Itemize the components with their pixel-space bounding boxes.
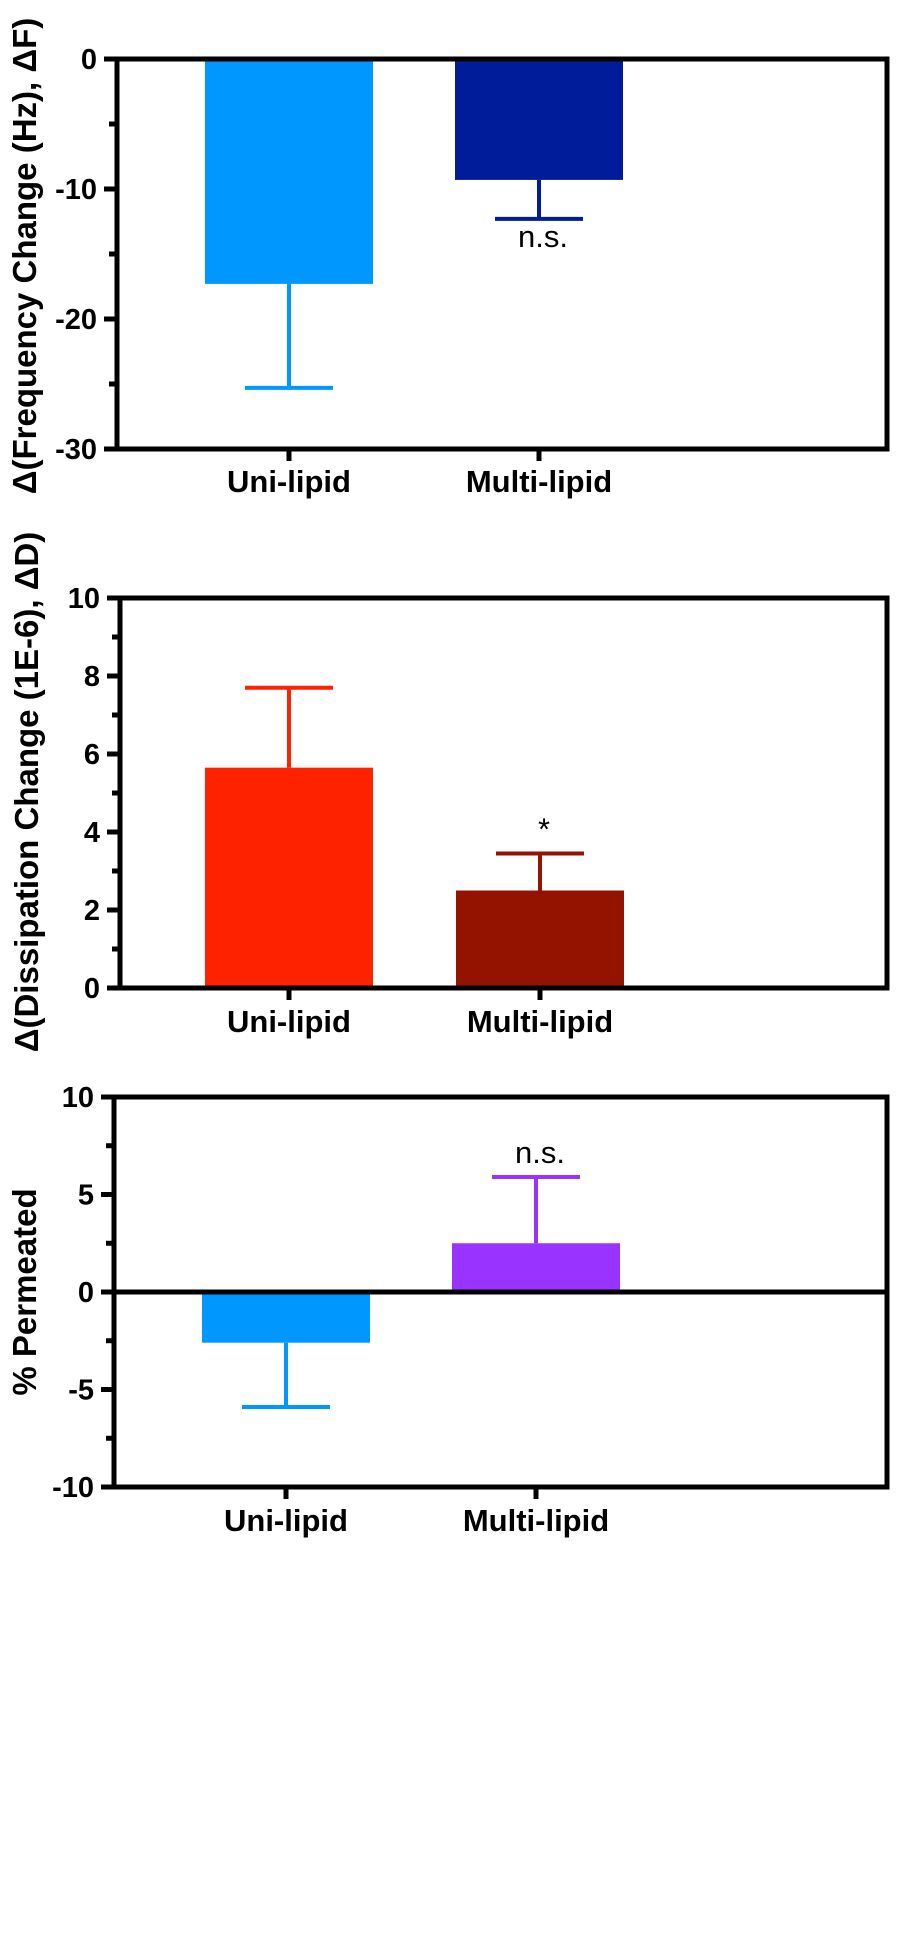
dissipation-annotation-multi-lipid: * bbox=[538, 811, 550, 846]
dissipation-ytick-label: 10 bbox=[68, 583, 100, 615]
dissipation-ytick-label: 4 bbox=[84, 817, 100, 849]
frequency-ytick-label: -20 bbox=[55, 304, 97, 336]
dissipation-y-axis-label: Δ(Dissipation Change (1E-6), ΔD) bbox=[8, 532, 45, 1052]
dissipation-ytick-label: 8 bbox=[84, 661, 100, 693]
frequency-annotation-multi-lipid: n.s. bbox=[518, 219, 568, 254]
dissipation-category-label-uni-lipid: Uni-lipid bbox=[227, 1004, 351, 1039]
permeated-y-axis-label: % Permeated bbox=[6, 1188, 43, 1395]
permeated-annotation-multi-lipid: n.s. bbox=[515, 1135, 565, 1170]
frequency-ytick-label: -10 bbox=[55, 174, 97, 206]
frequency-category-label-uni-lipid: Uni-lipid bbox=[227, 464, 351, 499]
dissipation-ytick-label: 6 bbox=[84, 739, 100, 771]
permeated-ytick-label: 5 bbox=[78, 1180, 94, 1212]
frequency-ytick-label: 0 bbox=[81, 44, 97, 76]
frequency-y-axis-label: Δ(Frequency Change (Hz), ΔF) bbox=[6, 18, 43, 494]
permeated-ytick-label: 10 bbox=[62, 1082, 94, 1114]
permeated-category-label-uni-lipid: Uni-lipid bbox=[224, 1503, 348, 1538]
frequency-bar-uni-lipid bbox=[205, 59, 373, 284]
permeated-category-label-multi-lipid: Multi-lipid bbox=[463, 1503, 609, 1538]
dissipation-bar-multi-lipid bbox=[456, 890, 624, 988]
dissipation-ytick-label: 0 bbox=[84, 973, 100, 1005]
frequency-ytick-label: -30 bbox=[55, 434, 97, 466]
dissipation-ytick-label: 2 bbox=[84, 895, 100, 927]
permeated-ytick-label: 0 bbox=[78, 1277, 94, 1309]
permeated-bar-uni-lipid bbox=[202, 1292, 370, 1343]
frequency-category-label-multi-lipid: Multi-lipid bbox=[466, 464, 612, 499]
frequency-bar-multi-lipid bbox=[455, 59, 623, 180]
dissipation-category-label-multi-lipid: Multi-lipid bbox=[467, 1004, 613, 1039]
permeated-ytick-label: -5 bbox=[68, 1375, 94, 1407]
dissipation-bar-uni-lipid bbox=[205, 767, 373, 988]
permeated-bar-multi-lipid bbox=[452, 1243, 620, 1292]
permeated-ytick-label: -10 bbox=[52, 1472, 94, 1504]
